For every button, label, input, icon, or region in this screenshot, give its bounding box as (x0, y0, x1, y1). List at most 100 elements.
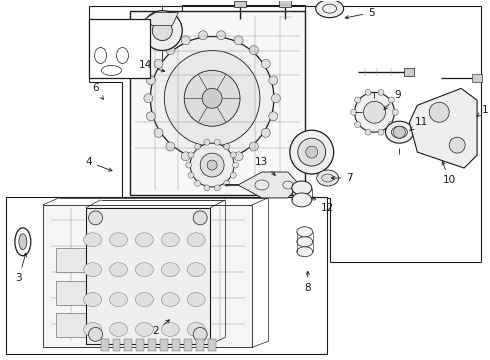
Circle shape (389, 97, 394, 103)
Ellipse shape (19, 234, 27, 250)
Bar (136, 339, 145, 351)
Circle shape (355, 122, 361, 127)
Bar (56, 314, 86, 337)
Bar (135, 248, 165, 272)
Circle shape (389, 122, 394, 127)
Circle shape (193, 328, 207, 341)
Circle shape (249, 46, 258, 55)
Circle shape (230, 152, 236, 158)
Circle shape (193, 211, 207, 225)
Circle shape (261, 128, 270, 137)
Bar (404, 68, 415, 76)
Bar (130, 11, 305, 195)
Circle shape (154, 128, 163, 137)
Ellipse shape (386, 121, 414, 143)
Circle shape (152, 21, 172, 41)
Circle shape (166, 142, 175, 151)
Bar (234, 1, 246, 7)
Polygon shape (43, 205, 252, 347)
Circle shape (269, 76, 278, 85)
Circle shape (144, 94, 153, 103)
Circle shape (164, 50, 260, 146)
Circle shape (207, 160, 217, 170)
Ellipse shape (292, 181, 312, 195)
Text: 3: 3 (16, 253, 26, 283)
Polygon shape (225, 172, 300, 198)
Circle shape (355, 97, 361, 103)
Circle shape (355, 92, 394, 132)
Polygon shape (409, 88, 477, 168)
Circle shape (365, 129, 371, 135)
Circle shape (200, 153, 224, 177)
Circle shape (306, 146, 318, 158)
Circle shape (195, 180, 200, 186)
Bar (56, 248, 86, 272)
Text: 5: 5 (345, 8, 375, 19)
Text: 11: 11 (410, 117, 428, 131)
Circle shape (393, 126, 405, 138)
Circle shape (147, 76, 155, 85)
Circle shape (204, 185, 210, 191)
Circle shape (290, 130, 334, 174)
Bar (6, 197, 327, 354)
Circle shape (195, 144, 200, 150)
Ellipse shape (110, 233, 127, 247)
Ellipse shape (297, 237, 313, 247)
Ellipse shape (187, 233, 205, 247)
Ellipse shape (316, 0, 343, 18)
Text: 6: 6 (92, 84, 103, 99)
Ellipse shape (187, 323, 205, 336)
Ellipse shape (161, 233, 179, 247)
Circle shape (234, 36, 243, 45)
Circle shape (271, 94, 280, 103)
Bar (135, 280, 165, 305)
Bar (148, 339, 156, 351)
Circle shape (429, 102, 449, 122)
Ellipse shape (297, 247, 313, 257)
Ellipse shape (135, 263, 153, 276)
Ellipse shape (135, 233, 153, 247)
Circle shape (214, 185, 220, 191)
Circle shape (190, 143, 234, 187)
Ellipse shape (292, 193, 312, 207)
Bar (96, 248, 125, 272)
Ellipse shape (110, 293, 127, 306)
Ellipse shape (317, 170, 339, 186)
Circle shape (249, 142, 258, 151)
Text: 10: 10 (442, 162, 456, 185)
Ellipse shape (135, 323, 153, 336)
Ellipse shape (187, 293, 205, 306)
Bar (279, 0, 291, 7)
Text: 8: 8 (304, 271, 311, 293)
Bar (96, 280, 125, 305)
Circle shape (269, 112, 278, 121)
Ellipse shape (84, 263, 101, 276)
Text: 12: 12 (313, 197, 334, 213)
Circle shape (217, 157, 226, 166)
Ellipse shape (322, 174, 334, 182)
Bar (113, 339, 121, 351)
Circle shape (217, 31, 226, 40)
Circle shape (230, 172, 236, 178)
Circle shape (186, 162, 192, 168)
Text: 4: 4 (85, 157, 112, 171)
Ellipse shape (297, 227, 313, 237)
Bar (184, 339, 192, 351)
Bar (56, 280, 86, 305)
Circle shape (181, 152, 190, 161)
Bar (208, 339, 216, 351)
Circle shape (150, 37, 274, 160)
Circle shape (365, 89, 371, 95)
Bar (175, 314, 205, 337)
Circle shape (89, 211, 102, 225)
Bar (160, 339, 168, 351)
Circle shape (234, 152, 243, 161)
Polygon shape (146, 13, 178, 26)
Bar (124, 339, 132, 351)
Bar (472, 75, 482, 82)
Circle shape (188, 152, 194, 158)
Text: 14: 14 (139, 60, 165, 72)
Circle shape (184, 71, 240, 126)
Text: 2: 2 (152, 320, 170, 336)
Circle shape (449, 137, 465, 153)
